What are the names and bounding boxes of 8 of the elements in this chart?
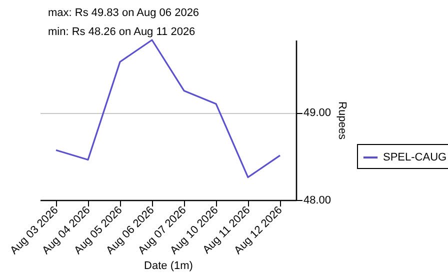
text: max: Rs 49.83 on Aug 06 2026	[48, 7, 200, 20]
text: min: Rs 48.26 on Aug 11 2026	[48, 26, 196, 38]
y-tick-label: 49.00	[304, 107, 332, 120]
legend-label: SPEL-CAUG	[383, 152, 447, 164]
y-axis-title: Rupees	[336, 102, 348, 140]
x-axis-title: Date (1m)	[144, 260, 193, 272]
line-series	[55, 39, 281, 178]
y-tick-label: 48.00	[304, 194, 332, 206]
